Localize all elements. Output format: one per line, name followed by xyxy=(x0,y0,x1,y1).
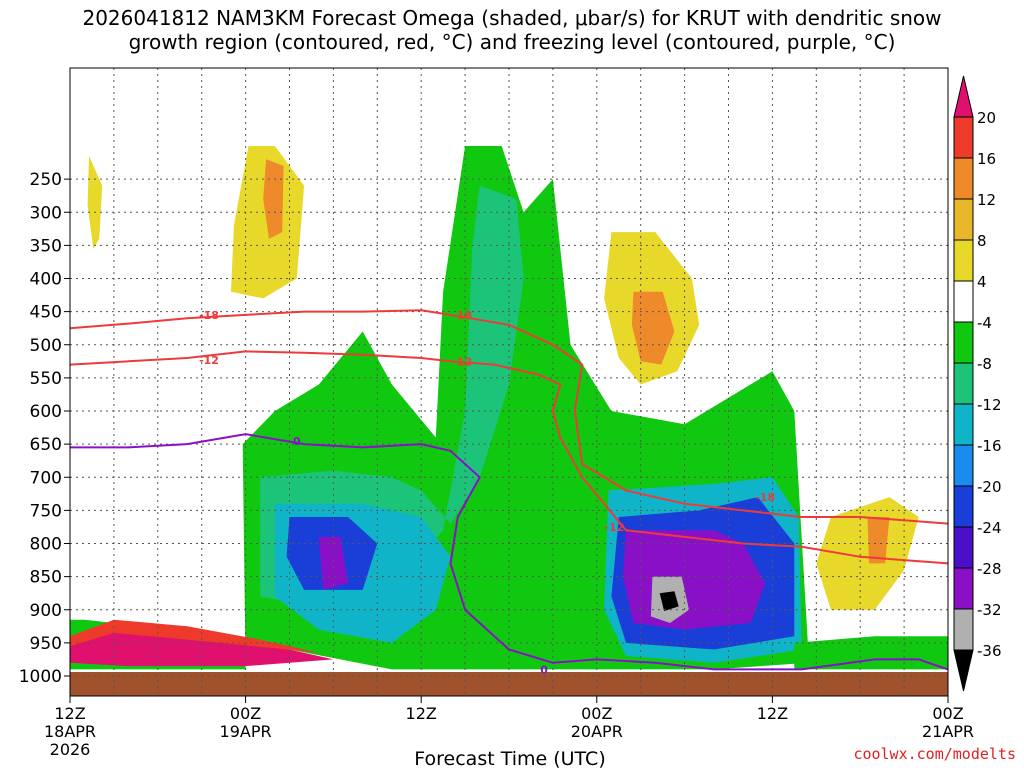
omega-region-pos-surface-magenta xyxy=(70,626,334,667)
y-tick-label: 300 xyxy=(30,203,62,223)
plot-frame xyxy=(69,67,949,697)
colorbar-label: -32 xyxy=(977,601,1002,619)
x-tick-label: 12Z xyxy=(757,704,788,723)
contour-label: -12 xyxy=(452,355,472,368)
colorbar-label: 8 xyxy=(977,232,987,250)
contour-freezing-level xyxy=(70,433,948,671)
credit-text[interactable]: coolwx.com/modelts xyxy=(853,745,1016,763)
colorbar-segment xyxy=(953,198,974,241)
x-tick-label: 20APR xyxy=(571,722,623,741)
colorbar-label: -24 xyxy=(977,519,1002,537)
y-tick-label: 350 xyxy=(30,236,62,256)
colorbar-segment xyxy=(953,485,974,528)
colorbar-label: 16 xyxy=(977,150,996,168)
colorbar-segment xyxy=(953,608,974,651)
chart-title-line-1: 2026041812 NAM3KM Forecast Omega (shaded… xyxy=(82,6,942,30)
colorbar-label: -28 xyxy=(977,560,1002,578)
x-tick-label: 12Z xyxy=(406,704,437,723)
y-tick-label: 650 xyxy=(30,435,62,455)
omega-region-neg-right-purple xyxy=(623,530,766,630)
y-tick-label: 250 xyxy=(30,170,62,190)
y-tick-label: 550 xyxy=(30,369,62,389)
omega-region-pos-surface-red xyxy=(70,619,319,653)
colorbar-label: -36 xyxy=(977,642,1002,660)
x-tick-label: 19APR xyxy=(220,722,272,741)
y-tick-label: 400 xyxy=(30,270,62,290)
y-tick-label: 900 xyxy=(30,601,62,621)
x-tick-label: 00Z xyxy=(581,704,612,723)
colorbar-segment xyxy=(953,403,974,446)
colorbar-segment xyxy=(953,280,974,323)
y-tick-label: 750 xyxy=(30,501,62,521)
omega-region-pos-mid-right-orange xyxy=(631,291,675,365)
contour-dgz-minus-12 xyxy=(70,350,948,565)
omega-region-pos-late-orange xyxy=(867,517,890,564)
y-tick-label: 950 xyxy=(30,634,62,654)
contour-label: -18 xyxy=(452,309,472,322)
colorbar-label: 12 xyxy=(977,191,996,209)
colorbar-label: -12 xyxy=(977,396,1002,414)
colorbar-segment xyxy=(953,362,974,405)
colorbar-arrow-top xyxy=(953,75,974,118)
colorbar-label: 20 xyxy=(977,109,996,127)
colorbar-segment xyxy=(953,444,974,487)
colorbar-label: 4 xyxy=(977,273,987,291)
omega-region-pos-upper-left xyxy=(87,155,103,249)
x-tick-label: 00Z xyxy=(230,704,261,723)
contour-label: -18 xyxy=(755,491,775,504)
omega-region-neg-right-black xyxy=(659,591,679,612)
y-tick-label: 1000 xyxy=(19,667,62,687)
y-tick-label: 600 xyxy=(30,402,62,422)
colorbar-segment xyxy=(953,157,974,200)
omega-region-pos-late-yellow xyxy=(816,497,919,610)
colorbar-label: -8 xyxy=(977,355,992,373)
x-tick-label: 12Z xyxy=(54,704,85,723)
colorbar-segment xyxy=(953,321,974,364)
chart-title-line-2: growth region (contoured, red, °C) and f… xyxy=(128,30,896,54)
colorbar-label: -20 xyxy=(977,478,1002,496)
colorbar-label: -4 xyxy=(977,314,992,332)
x-axis-label: Forecast Time (UTC) xyxy=(414,748,605,768)
x-tick-label: 2026 xyxy=(50,740,91,759)
colorbar-segment xyxy=(953,526,974,569)
colorbar-segment xyxy=(953,116,974,159)
y-tick-label: 800 xyxy=(30,535,62,555)
x-tick-label: 00Z xyxy=(932,704,963,723)
contour-label: 0 xyxy=(293,435,301,448)
contour-label: -18 xyxy=(199,309,219,322)
colorbar-segment xyxy=(953,567,974,610)
y-tick-label: 500 xyxy=(30,336,62,356)
x-tick-label: 18APR xyxy=(44,722,96,741)
contour-label: -12 xyxy=(199,354,219,367)
contour-label: 0 xyxy=(540,663,548,676)
colorbar-label: -16 xyxy=(977,437,1002,455)
contour-label: -12 xyxy=(604,521,624,534)
colorbar-segment xyxy=(953,239,974,282)
contour-dgz-minus-18 xyxy=(70,309,948,525)
x-tick-label: 21APR xyxy=(922,722,974,741)
colorbar-arrow-bottom xyxy=(953,649,974,692)
y-tick-label: 850 xyxy=(30,568,62,588)
y-tick-label: 450 xyxy=(30,303,62,323)
y-tick-label: 700 xyxy=(30,468,62,488)
omega-region-late-green xyxy=(794,636,948,670)
